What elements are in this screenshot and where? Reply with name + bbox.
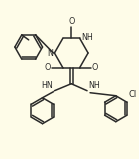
Text: O: O [45, 63, 51, 72]
Text: NH: NH [81, 33, 93, 42]
Text: HN: HN [42, 81, 53, 90]
Text: Cl: Cl [129, 90, 137, 99]
Text: O: O [91, 63, 98, 72]
Text: NH: NH [88, 81, 100, 90]
Text: N: N [48, 48, 53, 58]
Text: O: O [68, 17, 74, 26]
